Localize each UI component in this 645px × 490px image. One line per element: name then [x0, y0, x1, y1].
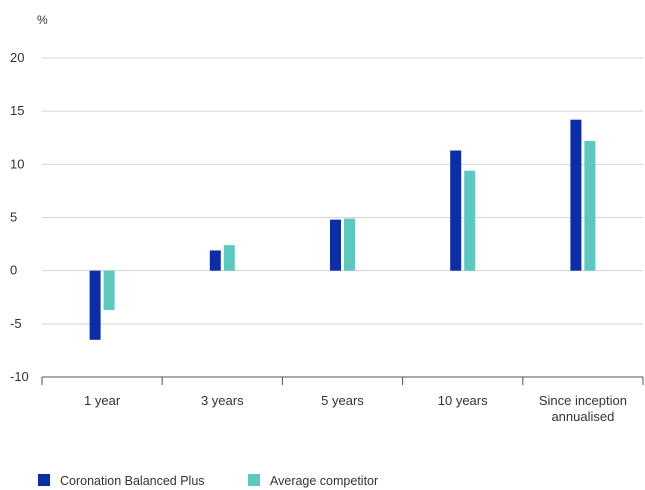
legend-swatch	[248, 474, 260, 486]
bar	[450, 150, 462, 271]
y-tick-label: 0	[10, 263, 17, 278]
bars	[89, 119, 596, 340]
bar	[223, 245, 235, 271]
x-category-label: 1 year	[84, 393, 121, 408]
y-tick-label: 15	[10, 103, 24, 118]
bar	[209, 250, 221, 271]
y-tick-label: 10	[10, 156, 24, 171]
bar	[344, 218, 355, 271]
x-axis-labels: 1 year 3 years 5 years 10 years Since incept…	[84, 393, 627, 424]
legend-label: Coronation Balanced Plus	[60, 474, 205, 488]
legend: Coronation Balanced Plus Average competit…	[38, 474, 378, 488]
x-category-label: annualised	[551, 409, 614, 424]
y-unit-label: %	[37, 13, 48, 27]
y-tick-label: -5	[10, 316, 22, 331]
y-tick-label: -10	[10, 369, 29, 384]
legend-label: Average competitor	[270, 474, 378, 488]
x-category-label: Since inception	[539, 393, 627, 408]
bar	[89, 270, 101, 340]
legend-swatch	[38, 474, 50, 486]
grid-lines	[42, 57, 643, 325]
x-category-label: 10 years	[438, 393, 488, 408]
y-tick-label: 20	[10, 50, 24, 65]
y-tick-label: 5	[10, 210, 17, 225]
x-category-label: 3 years	[201, 393, 244, 408]
bar	[103, 270, 115, 311]
bar	[584, 140, 596, 271]
bar	[464, 170, 476, 271]
x-category-label: 5 years	[321, 393, 364, 408]
y-axis-ticks: 20 15 10 5 0 -5 -10	[10, 50, 29, 384]
bar	[330, 219, 341, 271]
bar	[570, 119, 582, 271]
x-axis	[41, 376, 644, 385]
